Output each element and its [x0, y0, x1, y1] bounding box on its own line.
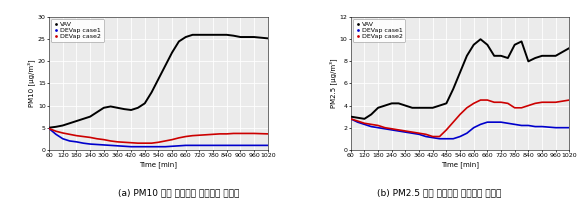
- Legend: VAV, DEVap case1, DEVap case2: VAV, DEVap case1, DEVap case2: [51, 19, 104, 42]
- Y-axis label: PM2.5 [μg/m³]: PM2.5 [μg/m³]: [329, 59, 336, 108]
- Y-axis label: PM10 [μg/m³]: PM10 [μg/m³]: [27, 60, 35, 107]
- X-axis label: Time [min]: Time [min]: [441, 161, 479, 168]
- X-axis label: Time [min]: Time [min]: [139, 161, 177, 168]
- Text: (b) PM2.5 실내 미세먼지 농도변화 그래프: (b) PM2.5 실내 미세먼지 농도변화 그래프: [377, 188, 502, 197]
- Text: (a) PM10 실내 미세먼지 농도변화 그래프: (a) PM10 실내 미세먼지 농도변화 그래프: [118, 188, 240, 197]
- Legend: VAV, DEVap case1, DEVap case2: VAV, DEVap case1, DEVap case2: [353, 19, 405, 42]
